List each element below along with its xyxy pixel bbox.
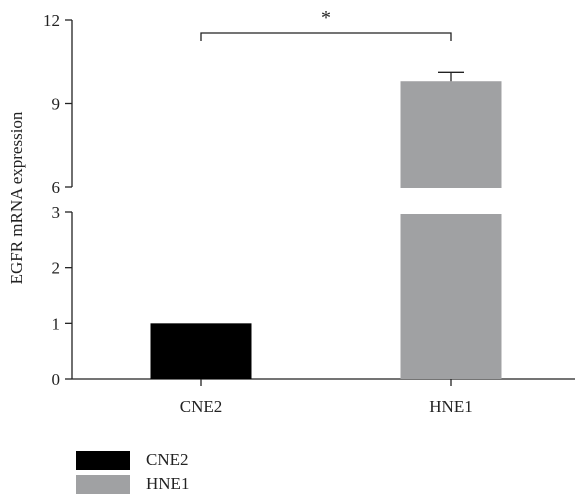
x-ticks: CNE2 HNE1 <box>180 379 473 416</box>
bars <box>150 81 502 379</box>
bar-lower-hne1 <box>400 214 502 379</box>
legend: CNE2 HNE1 <box>76 448 189 496</box>
bar-cne2 <box>150 323 252 379</box>
x-tick-label-cne2: CNE2 <box>180 397 223 416</box>
y-tick-label-lower-1: 1 <box>52 314 61 333</box>
significance-bracket <box>200 32 452 41</box>
legend-swatch-hne1 <box>76 474 130 494</box>
y-axis-label: EGFR mRNA expression <box>7 111 26 284</box>
y-tick-label-upper-0: 6 <box>52 178 61 197</box>
bar-upper-hne1 <box>400 81 502 188</box>
legend-label-hne1: HNE1 <box>146 474 190 493</box>
y-tick-label-lower-2: 2 <box>52 259 61 278</box>
legend-item-hne1: HNE1 <box>76 472 189 496</box>
legend-label-cne2: CNE2 <box>146 450 189 469</box>
x-tick-label-hne1: HNE1 <box>429 397 472 416</box>
y-tick-label-upper-2: 12 <box>43 11 60 30</box>
legend-swatch-cne2 <box>76 450 130 470</box>
y-tick-label-upper-1: 9 <box>52 95 61 114</box>
y-tick-label-lower-0: 0 <box>52 370 61 389</box>
y-tick-label-lower-3: 3 <box>52 203 61 222</box>
error-bars <box>438 71 464 82</box>
significance-annotation: * <box>200 7 452 41</box>
significance-label: * <box>321 7 331 29</box>
legend-item-cne2: CNE2 <box>76 448 189 472</box>
